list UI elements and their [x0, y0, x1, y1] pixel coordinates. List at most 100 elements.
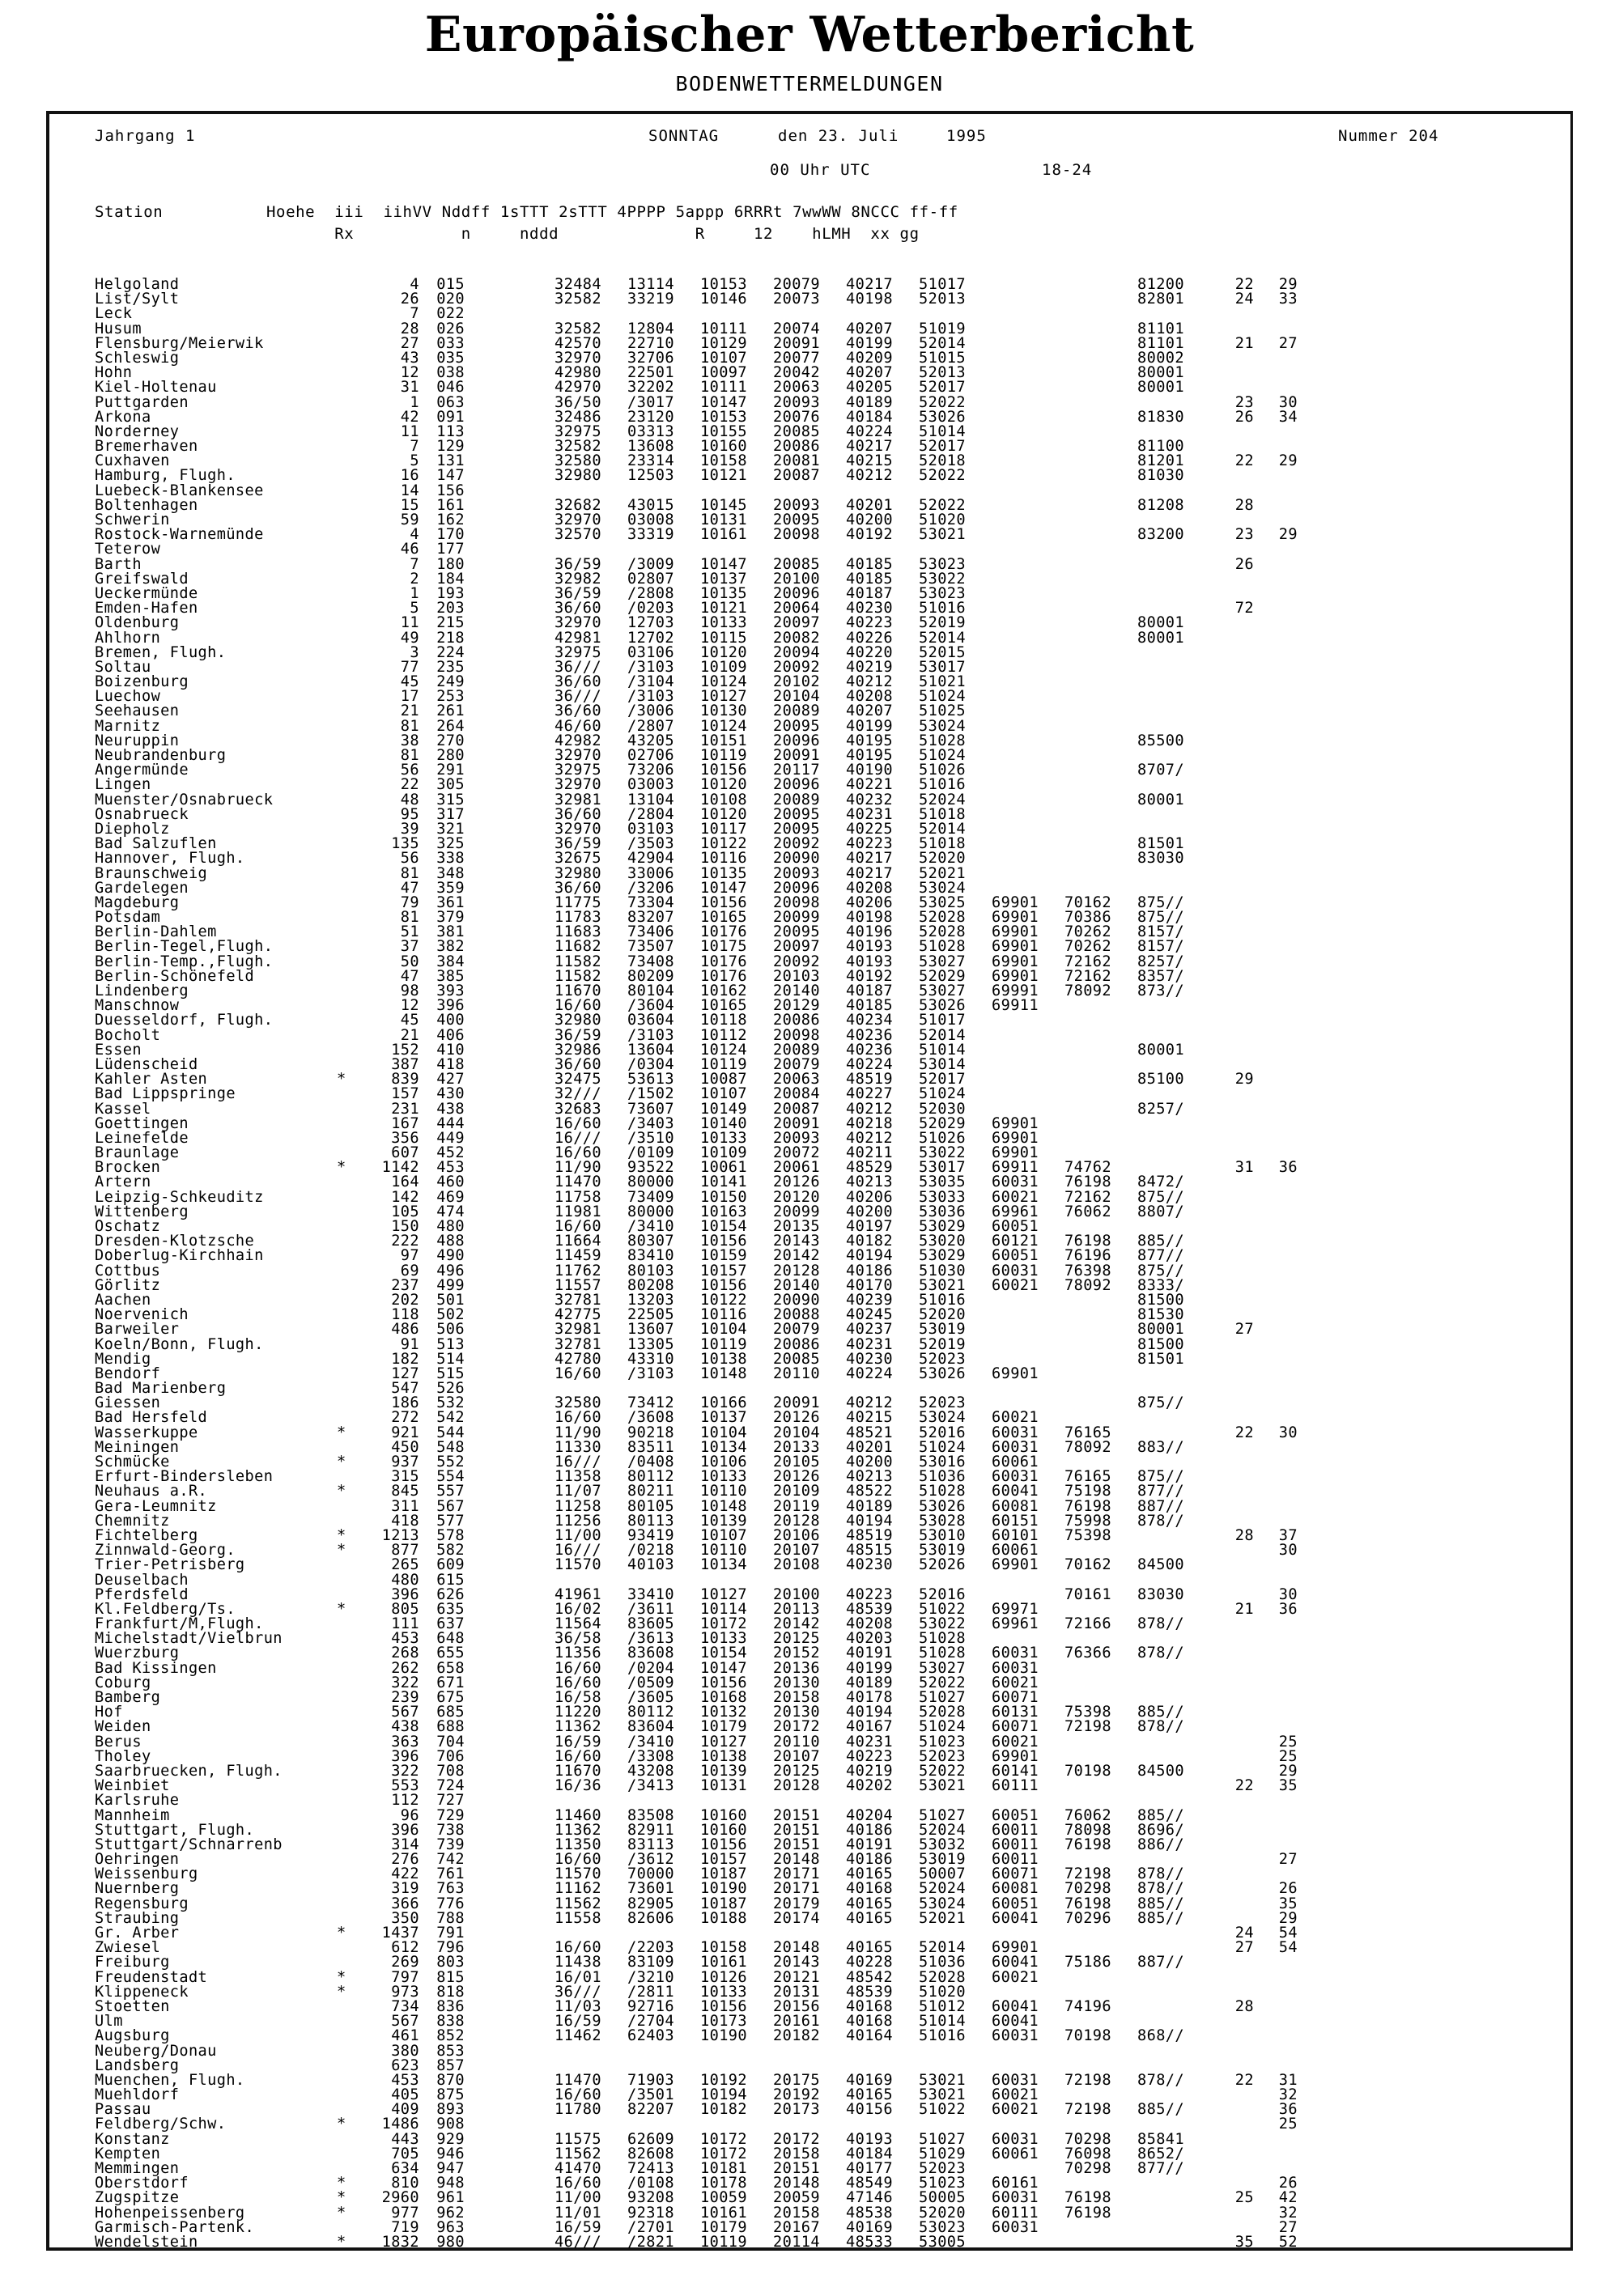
station-elevation: 623 [391, 2056, 419, 2074]
observation-group: 8707/ [1137, 762, 1184, 779]
station-elevation: 142 [391, 1188, 419, 1206]
station-elevation: 157 [391, 1085, 419, 1103]
observation-group: 32706 [627, 349, 674, 367]
observation-group: 62403 [627, 2027, 674, 2045]
observation-group: 20063 [773, 379, 820, 397]
observation-group: 10122 [700, 835, 747, 853]
station-number: 235 [436, 658, 465, 676]
observation-groups: 32484 13114 10153 20079 40217 51017 81200 22 29 [555, 276, 1298, 293]
observation-group: 76198 [1064, 1233, 1111, 1250]
observation-group: 60011 [992, 1851, 1039, 1869]
observation-group: 20061 [773, 1159, 820, 1177]
observation-group: 40193 [846, 938, 893, 956]
station-number: 449 [436, 1129, 465, 1147]
station-number: 496 [436, 1262, 465, 1280]
observation-group: 69901 [992, 938, 1039, 956]
station-elevation-and-id: 276 742 [359, 1852, 465, 1867]
observation-group: 16/60 [555, 997, 601, 1015]
observation-group: 83608 [627, 1645, 674, 1662]
observation-group: 36/60 [555, 702, 601, 720]
observation-group: 51028 [919, 938, 966, 956]
observation-group: 40189 [846, 393, 893, 411]
station-name: Ahlhorn [95, 629, 161, 647]
observation-group: 69901 [992, 1129, 1039, 1147]
observation-group: 20158 [773, 2145, 820, 2162]
table-row: Giessen 186 532 32580 73412 10166 20091 40212 52… [49, 1395, 1570, 1411]
observation-groups: 32980 33006 10135 20093 40217 52021 [555, 866, 1298, 881]
observation-group: 52016 [919, 1424, 966, 1441]
observation-group: 40165 [846, 1939, 893, 1957]
observation-group: 40236 [846, 1041, 893, 1059]
observation-group: 29 [1278, 276, 1298, 293]
station-number: 026 [436, 320, 465, 337]
observation-group: 60031 [992, 1438, 1039, 1456]
station-number: 410 [436, 1041, 465, 1059]
station-name: Berlin-Temp.,Flugh. [95, 953, 274, 970]
observation-group: 10172 [700, 1615, 747, 1633]
observation-groups: 32970 02706 10119 20091 40195 51024 [555, 748, 1298, 763]
station-number: 361 [436, 893, 465, 911]
observation-group: 10172 [700, 2145, 747, 2162]
observation-group: 10124 [700, 1041, 747, 1059]
observation-group: 60111 [992, 1777, 1039, 1795]
observation-group: 40232 [846, 791, 893, 808]
observation-group: 69901 [992, 953, 1039, 970]
observation-groups: 16/60/3410 10154 20135 40197 53029 60051 [555, 1219, 1298, 1234]
observation-group: 69961 [992, 1615, 1039, 1633]
observation-group: 22501 [627, 364, 674, 382]
station-elevation-and-id: 486 506 [359, 1322, 465, 1337]
station-elevation-and-id: 314 739 [359, 1837, 465, 1853]
station-elevation: 547 [391, 1380, 419, 1398]
station-number: 438 [436, 1100, 465, 1118]
station-number: 671 [436, 1674, 465, 1691]
station-number: 499 [436, 1276, 465, 1294]
table-row: Kl.Feldberg/Ts. * 805 635 16/02/3611 10114 201… [49, 1602, 1570, 1617]
observation-group: 13607 [627, 1321, 674, 1339]
column-header-station: Station [95, 203, 164, 221]
station-name: Coburg [95, 1674, 151, 1691]
station-elevation-and-id: 111 637 [359, 1616, 465, 1632]
station-elevation: 937 [391, 1454, 419, 1471]
station-elevation-and-id: 202 501 [359, 1292, 465, 1308]
table-row: Muenchen, Flugh. 453 870 11470 71903 10192 201… [49, 2073, 1570, 2088]
observation-group: 53017 [919, 658, 966, 676]
observation-group: 32484 [555, 276, 601, 293]
observation-groups: 32475 53613 10087 20063 48519 52017 85100 29 [555, 1072, 1298, 1087]
observation-group: 40224 [846, 1364, 893, 1382]
station-number: 113 [436, 422, 465, 440]
observation-group: 40215 [846, 452, 893, 470]
observation-group: 53032 [919, 1836, 966, 1853]
observation-group: 51027 [919, 2130, 966, 2148]
table-row: Norderney 11 113 32975 03313 10155 20085 40224 5… [49, 422, 1570, 440]
observation-group: 10119 [700, 1335, 747, 1353]
station-name: Meiningen [95, 1438, 180, 1456]
observation-group: 40168 [846, 2013, 893, 2031]
station-name: Passau [95, 2101, 151, 2119]
observation-groups: 32982 02807 10137 20100 40185 53022 [555, 571, 1298, 587]
observation-group: 12703 [627, 614, 674, 632]
station-elevation-and-id: 152 410 [359, 1041, 465, 1059]
observation-group: /0203 [627, 600, 674, 618]
observation-groups: 11562 82608 10172 20158 40184 51029 60061 76098… [555, 2145, 1298, 2162]
station-number: 803 [436, 1954, 465, 1971]
observation-group: /3308 [627, 1747, 674, 1765]
observation-group: 51015 [919, 349, 966, 367]
issue-weekday: SONNTAG [648, 127, 720, 145]
observation-group: 20128 [773, 1262, 820, 1280]
observation-groups: 32582 13608 10160 20086 40217 52017 81100 [555, 439, 1298, 454]
observation-group: 70162 [1064, 1556, 1111, 1574]
station-name: Zwiesel [95, 1939, 161, 1957]
observation-group: 52024 [919, 1880, 966, 1898]
observation-group: 51023 [919, 2175, 966, 2192]
observation-group: 53035 [919, 1173, 966, 1191]
observation-group: 20107 [773, 1747, 820, 1765]
observation-groups: 32////1502 10107 20084 40227 51024 [555, 1086, 1298, 1101]
observation-group: 52014 [919, 1939, 966, 1957]
observation-group: 73507 [627, 938, 674, 956]
observation-group: 32970 [555, 511, 601, 528]
observation-group: 11562 [555, 2145, 601, 2162]
observation-group: 10156 [700, 1836, 747, 1853]
observation-groups: 11/00 93419 10107 20106 48519 53010 60101 75398… [555, 1528, 1298, 1543]
station-elevation: 2960 [381, 2189, 419, 2207]
observation-group: 32 [1278, 2204, 1298, 2222]
